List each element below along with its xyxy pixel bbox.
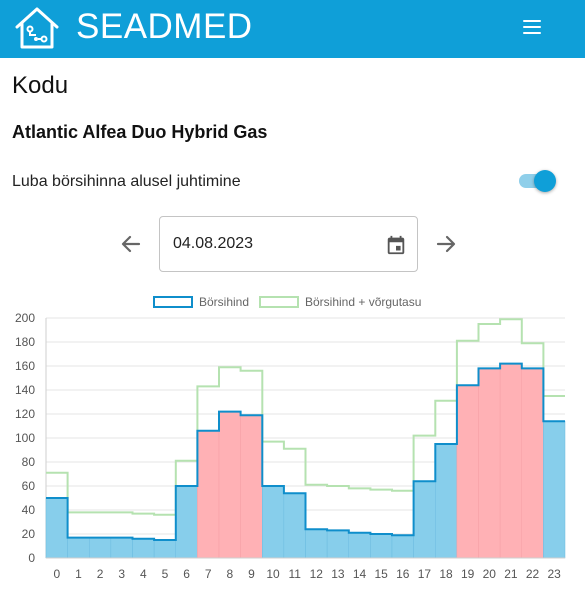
- x-tick-label: 15: [375, 567, 389, 581]
- legend-label-price: Börsihind: [199, 295, 250, 309]
- price-bar: [153, 539, 176, 559]
- price-line: [46, 362, 565, 541]
- x-tick-label: 16: [396, 567, 410, 581]
- price-bar: [370, 533, 393, 559]
- y-tick-label: 100: [15, 431, 35, 445]
- price-bar: [175, 485, 198, 559]
- price-bar: [348, 532, 371, 559]
- price-bar: [326, 530, 349, 559]
- legend-label-price-with-fee: Börsihind + võrgutasu: [305, 295, 422, 309]
- x-tick-label: 4: [140, 567, 147, 581]
- price-bar: [478, 368, 501, 559]
- page-title: Kodu: [12, 72, 69, 99]
- y-tick-label: 40: [22, 503, 36, 517]
- x-tick-label: 18: [439, 567, 453, 581]
- x-tick-label: 17: [418, 567, 432, 581]
- date-picker-field[interactable]: 04.08.2023: [159, 216, 418, 272]
- x-tick-label: 19: [461, 567, 475, 581]
- x-tick-label: 23: [548, 567, 562, 581]
- x-tick-label: 5: [162, 567, 169, 581]
- hamburger-menu-icon-bar: [523, 26, 541, 28]
- y-tick-label: 80: [22, 455, 36, 469]
- price-bar: [45, 497, 68, 559]
- y-tick-label: 20: [22, 527, 36, 541]
- price-bar: [197, 430, 220, 559]
- smart-home-icon[interactable]: [14, 5, 60, 51]
- price-bar: [435, 443, 458, 559]
- date-value[interactable]: 04.08.2023: [173, 235, 254, 252]
- y-tick-label: 180: [15, 335, 35, 349]
- x-tick-label: 10: [266, 567, 280, 581]
- x-tick-label: 22: [526, 567, 540, 581]
- price-bar: [543, 420, 566, 559]
- price-bar: [110, 537, 133, 559]
- x-tick-label: 2: [97, 567, 104, 581]
- x-tick-label: 1: [75, 567, 82, 581]
- calendar-icon[interactable]: [385, 234, 407, 256]
- y-tick-label: 160: [15, 359, 35, 373]
- legend-swatch-price-with-fee: [259, 296, 299, 308]
- hamburger-menu-icon-bar: [523, 32, 541, 34]
- price-control-toggle[interactable]: [517, 169, 557, 193]
- price-bar: [67, 537, 90, 559]
- toggle-knob: [534, 170, 556, 192]
- y-tick-label: 140: [15, 383, 35, 397]
- price-bar: [132, 538, 155, 559]
- x-tick-label: 7: [205, 567, 212, 581]
- price-bar: [413, 480, 436, 559]
- legend-swatch-price: [153, 296, 193, 308]
- x-tick-label: 12: [310, 567, 324, 581]
- price-bar: [283, 492, 306, 559]
- app-brand-title: SEADMED: [76, 7, 253, 46]
- y-tick-label: 0: [28, 551, 35, 565]
- x-tick-label: 6: [183, 567, 190, 581]
- price-bar: [521, 368, 544, 559]
- x-tick-label: 14: [353, 567, 367, 581]
- arrow-left-icon[interactable]: [117, 230, 145, 258]
- hamburger-menu-icon: [523, 20, 541, 22]
- price-bar: [391, 534, 414, 559]
- x-tick-label: 13: [331, 567, 345, 581]
- price-bar: [218, 411, 241, 559]
- price-bar: [305, 528, 328, 559]
- x-tick-label: 0: [53, 567, 60, 581]
- x-tick-label: 3: [118, 567, 125, 581]
- price-bar: [262, 485, 285, 559]
- x-tick-label: 11: [288, 567, 301, 581]
- x-tick-label: 9: [248, 567, 255, 581]
- menu-button[interactable]: [514, 13, 550, 41]
- price-bar: [456, 384, 479, 559]
- top-app-bar: SEADMED: [0, 0, 585, 58]
- x-tick-label: 20: [483, 567, 497, 581]
- price-bar: [499, 363, 522, 559]
- device-name: Atlantic Alfea Duo Hybrid Gas: [12, 122, 268, 142]
- price-bar: [240, 414, 263, 559]
- y-tick-label: 60: [22, 479, 36, 493]
- price-bar: [89, 537, 112, 559]
- arrow-right-icon[interactable]: [432, 230, 460, 258]
- price-with-fee-line: [46, 318, 565, 516]
- x-tick-label: 21: [504, 567, 518, 581]
- x-tick-label: 8: [226, 567, 233, 581]
- y-tick-label: 120: [15, 407, 35, 421]
- y-tick-label: 200: [15, 311, 35, 325]
- price-control-toggle-label: Luba börsihinna alusel juhtimine: [12, 173, 241, 190]
